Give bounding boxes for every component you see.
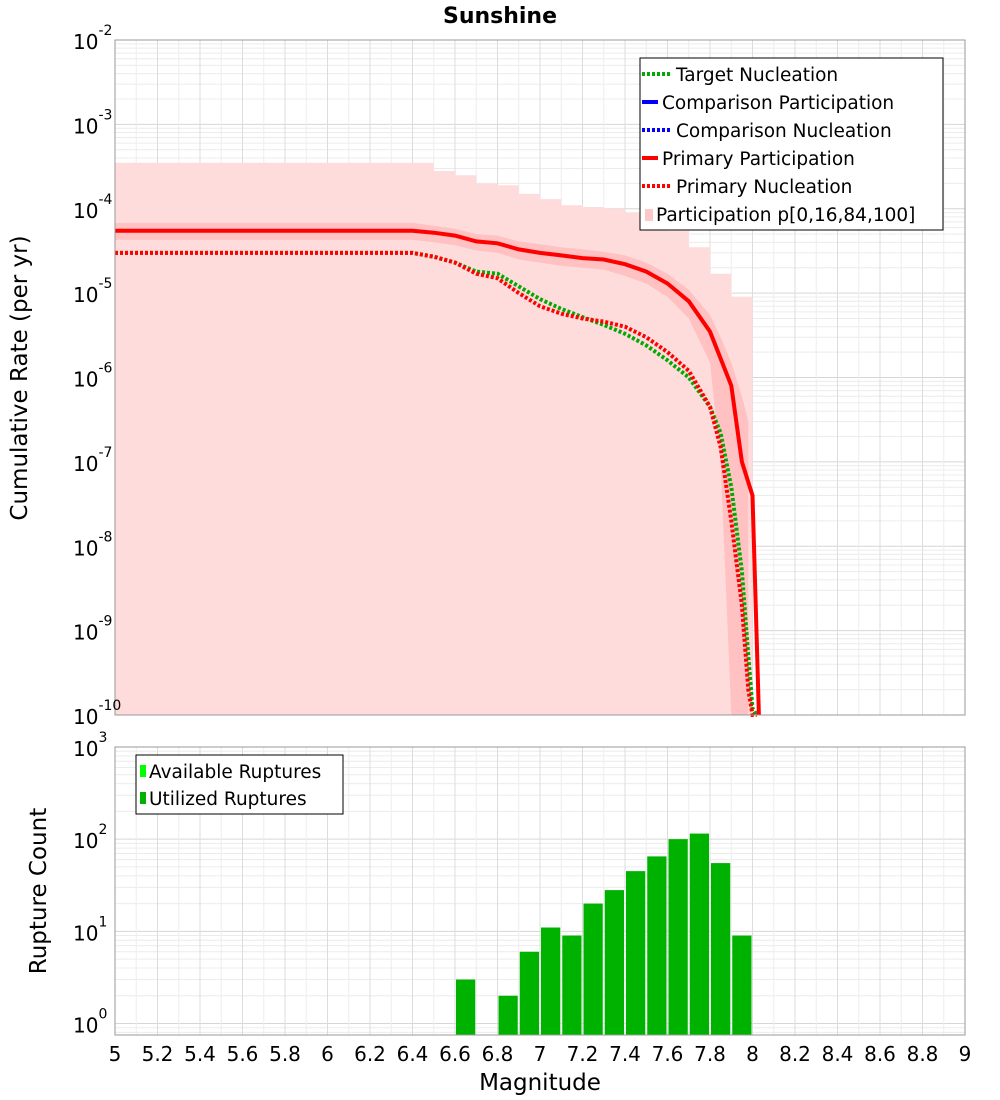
legend-entry-label: Primary Nucleation [676, 177, 852, 198]
x-tick-label: 8 [746, 1042, 759, 1066]
rupture-count-y-tick-label: 102 [73, 822, 107, 853]
x-tick-label: 5.8 [269, 1042, 301, 1066]
rupture-count-y-tick-label: 101 [73, 914, 107, 945]
legend-entry-label: Target Nucleation [675, 65, 838, 86]
x-tick-label: 7.6 [652, 1042, 684, 1066]
legend-entry-label: Primary Participation [662, 149, 855, 170]
legend-box [135, 754, 344, 815]
x-tick-label: 6.2 [354, 1042, 386, 1066]
x-tick-label: 9 [959, 1042, 972, 1066]
rupture-count-y-ticks: 103 102 101 100 [73, 730, 107, 1037]
rupture-count-bar [668, 839, 688, 1035]
magnitude-x-axis-label: Magnitude [479, 1070, 601, 1096]
rate-plot-y-tick-label: 10-6 [73, 361, 113, 392]
x-tick-label: 6.6 [439, 1042, 471, 1066]
rate-plot-y-tick-label: 10-7 [73, 445, 112, 476]
rupture-count-y-tick-label: 100 [73, 1006, 107, 1037]
x-tick-label: 8.8 [907, 1042, 939, 1066]
rupture-count-frame [114, 746, 966, 1036]
rate-plot-y-tick-label: 10-8 [73, 529, 112, 560]
legend-swatch [140, 765, 146, 777]
x-tick-label: 8.6 [864, 1042, 896, 1066]
rupture-count-bar [604, 890, 624, 1035]
rate-plot-y-ticks: 10-2 10-3 10-4 10-5 10-6 10-7 10-8 10-9 10-10 [73, 23, 121, 729]
rate-plot-y-tick-label: 10-3 [73, 107, 112, 138]
rupture-count-legend: Available Ruptures Utilized Ruptures [135, 754, 344, 815]
rupture-count-y-axis-label: Rupture Count [26, 808, 52, 974]
legend-entry-label: Available Ruptures [149, 762, 321, 783]
rupture-count-bar [732, 935, 752, 1035]
x-tick-label: 5 [109, 1042, 122, 1066]
legend-box [639, 57, 944, 231]
rupture-count-bar [647, 856, 667, 1035]
x-tick-label: 6.8 [482, 1042, 514, 1066]
x-tick-label: 7.4 [609, 1042, 641, 1066]
participation-band-outer [115, 162, 753, 716]
legend-swatch [645, 209, 653, 221]
x-tick-label: 7.2 [567, 1042, 599, 1066]
x-tick-label: 6 [321, 1042, 334, 1066]
x-tick-label: 5.2 [142, 1042, 174, 1066]
legend-entry-label: Comparison Participation [662, 93, 894, 114]
rupture-count-bar [519, 951, 539, 1035]
rate-plot-y-tick-label: 10-2 [73, 23, 112, 54]
x-tick-label: 7 [534, 1042, 547, 1066]
x-tick-label: 6.4 [397, 1042, 429, 1066]
rate-plot-y-axis-label: Cumulative Rate (per yr) [7, 235, 33, 520]
x-tick-label: 8.2 [779, 1042, 811, 1066]
rupture-count-bar [498, 995, 518, 1035]
rate-plot-bands [115, 162, 753, 716]
x-tick-label: 5.4 [184, 1042, 216, 1066]
rate-plot-y-tick-label: 10-9 [73, 614, 112, 645]
series-line-primary-participation [115, 228, 761, 716]
rate-plot-lines [115, 228, 761, 717]
chart-title: Sunshine [443, 4, 557, 29]
magnitude-x-ticks: 5 5.2 5.4 5.6 5.8 6 6.2 6.4 6.6 6.8 7 7.2 7.4 7.6 7.8 8… [109, 1042, 972, 1066]
rate-plot-legend: Target Nucleation Comparison Participatio… [639, 57, 944, 231]
rupture-count-bar [456, 979, 476, 1035]
rate-plot-panel: 10-2 10-3 10-4 10-5 10-6 10-7 10-8 10-9 10-10 Cu… [7, 23, 966, 729]
legend-swatch [140, 792, 146, 804]
rupture-count-bar [583, 903, 603, 1035]
rupture-count-bar [711, 863, 731, 1035]
rate-plot-y-tick-label: 10-5 [73, 276, 112, 307]
rupture-count-panel: 103 102 101 100 5 5.2 5.4 5.6 5.8 6 6.2 6.4 6.6 6.8 7… [26, 730, 971, 1096]
x-tick-label: 7.8 [694, 1042, 726, 1066]
x-tick-label: 5.6 [227, 1042, 259, 1066]
rupture-count-bar [562, 935, 582, 1035]
rate-plot-y-tick-label: 10-4 [73, 192, 113, 223]
rupture-count-bar [626, 871, 646, 1035]
rate-plot-y-tick-label: 10-10 [73, 698, 121, 729]
rupture-count-bar [541, 927, 561, 1035]
rupture-count-bar [689, 833, 709, 1035]
rate-plot-frame [114, 39, 966, 716]
legend-entry-label: Comparison Nucleation [676, 121, 892, 142]
rupture-count-y-tick-label: 103 [73, 730, 107, 761]
x-tick-label: 8.4 [822, 1042, 854, 1066]
legend-entry-label: Participation p[0,16,84,100] [656, 205, 915, 226]
rupture-count-bars [456, 833, 752, 1035]
legend-entry-label: Utilized Ruptures [149, 789, 307, 810]
